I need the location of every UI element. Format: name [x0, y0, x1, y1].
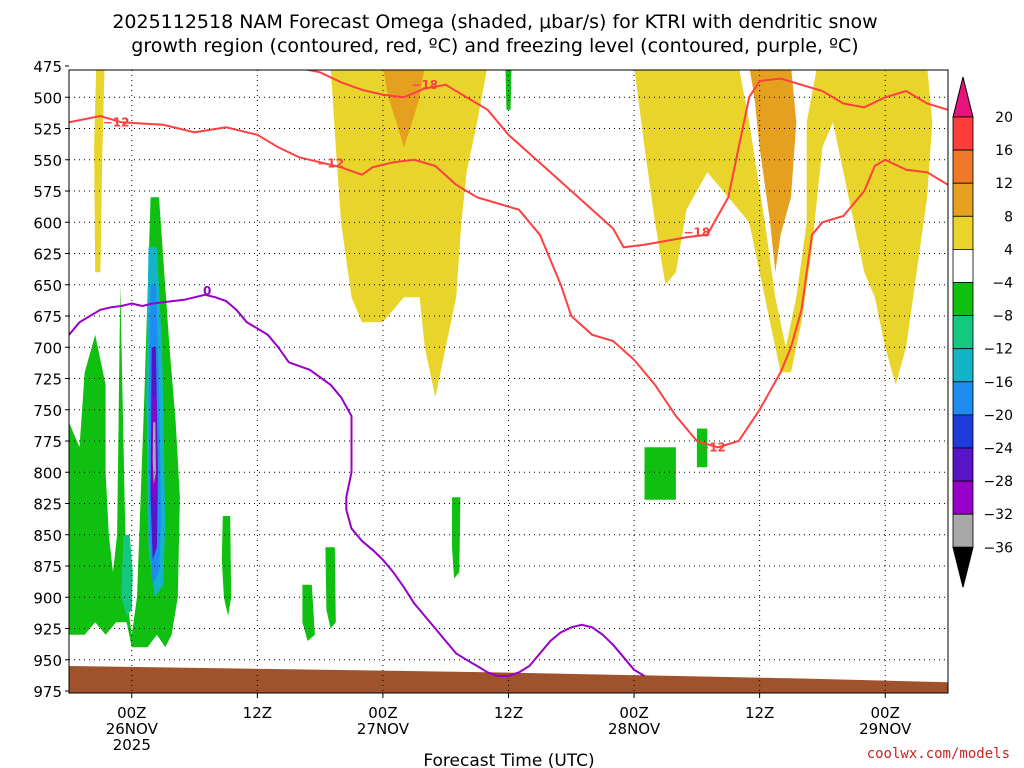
- omega-region-2: [383, 70, 425, 148]
- ytick-label-775: 775: [33, 433, 62, 451]
- y-axis: 475 500 525 550 575 600 625 650 675 700 725 750 775 8…: [33, 58, 69, 701]
- omega-region-14: [302, 584, 315, 641]
- xtick-label-6-0: 00Z: [117, 704, 146, 722]
- colorbar-label-13: −36: [983, 540, 1013, 556]
- colorbar-label-6: −8: [992, 309, 1013, 325]
- omega-region-15: [325, 547, 336, 629]
- ytick-label-625: 625: [33, 246, 62, 264]
- xtick-label-54-0: 00Z: [619, 704, 648, 722]
- ytick-label-950: 950: [33, 652, 62, 670]
- credit-link[interactable]: coolwx.com/models: [867, 746, 1010, 762]
- omega-region-0: [94, 70, 105, 273]
- ytick-label-500: 500: [33, 89, 62, 107]
- omega-region-1: [330, 70, 487, 398]
- ytick-label-550: 550: [33, 152, 62, 170]
- contour-label-extra-0: −12: [317, 157, 344, 171]
- colorbar-bottom-arrow: [952, 546, 974, 588]
- contours: −12 −18 0 −12 −18 −12: [69, 70, 948, 677]
- ground-fill: [69, 666, 948, 693]
- xtick-label-66-0: 12Z: [745, 704, 774, 722]
- omega-region-4: [634, 70, 933, 385]
- colorbar-swatch-1: [952, 149, 974, 184]
- ytick-label-700: 700: [33, 339, 62, 357]
- colorbar-label-12: −32: [983, 507, 1013, 523]
- colorbar-swatch-6: [952, 315, 974, 350]
- omega-region-17: [644, 447, 676, 500]
- omega-region-18: [696, 428, 708, 468]
- colorbar-label-9: −20: [983, 408, 1013, 424]
- xtick-label-78-0: 00Z: [871, 704, 900, 722]
- colorbar-label-4: 4: [1004, 242, 1013, 258]
- xtick-label-30-1: 27NOV: [357, 720, 410, 738]
- omega-region-12: [152, 422, 156, 485]
- omega-shading: [69, 70, 933, 648]
- omega-region-13: [221, 516, 232, 616]
- colorbar-swatch-11: [952, 480, 974, 515]
- ytick-label-675: 675: [33, 308, 62, 326]
- ground-terrain: [69, 666, 948, 693]
- xtick-label-54-1: 28NOV: [608, 720, 661, 738]
- contour-dendritic: [69, 114, 948, 449]
- ytick-label-725: 725: [33, 371, 62, 389]
- colorbar-label-7: −12: [983, 342, 1013, 358]
- colorbar: 20 16 12 8 4 −4 −8 −12 −16 −20 −24 −28 −32 −36: [952, 76, 1013, 588]
- omega-region-16: [452, 497, 461, 579]
- omega-region-5: [749, 70, 797, 273]
- colorbar-label-11: −28: [983, 474, 1013, 490]
- colorbar-top-arrow: [952, 76, 974, 118]
- ytick-label-825: 825: [33, 496, 62, 514]
- xtick-label-6-1: 26NOV: [106, 720, 159, 738]
- contour-freezing-level: [69, 293, 646, 677]
- colorbar-label-2: 12: [995, 176, 1013, 192]
- colorbar-label-8: −16: [983, 375, 1013, 391]
- contour-label-dendritic: −12: [103, 115, 130, 129]
- xtick-label-42-0: 12Z: [494, 704, 523, 722]
- chart-title-line2: growth region (contoured, red, ºC) and f…: [131, 35, 858, 57]
- colorbar-swatch-3: [952, 215, 974, 250]
- chart-title-line1: 2025112518 NAM Forecast Omega (shaded, μ…: [112, 11, 877, 33]
- ytick-label-975: 975: [33, 683, 62, 701]
- ytick-label-750: 750: [33, 402, 62, 420]
- contour-label-dendritic-upper: −18: [411, 78, 438, 92]
- contour-label-extra-2: −12: [699, 440, 726, 454]
- xtick-label-18-0: 12Z: [243, 704, 272, 722]
- colorbar-swatch-5: [952, 282, 974, 316]
- ytick-label-575: 575: [33, 183, 62, 201]
- colorbar-label-0: 20: [995, 110, 1013, 126]
- ytick-label-525: 525: [33, 121, 62, 139]
- omega-region-7: [121, 534, 133, 616]
- colorbar-swatch-0: [952, 116, 974, 151]
- colorbar-label-1: 16: [995, 143, 1013, 159]
- xtick-label-6-2: 2025: [113, 736, 151, 754]
- colorbar-swatch-2: [952, 182, 974, 217]
- ytick-label-925: 925: [33, 621, 62, 639]
- contour-label-freezing-level: 0: [203, 284, 211, 298]
- ytick-label-600: 600: [33, 214, 62, 232]
- colorbar-swatch-7: [952, 348, 974, 383]
- colorbar-label-10: −24: [983, 441, 1013, 457]
- colorbar-label-5: −4: [992, 276, 1013, 292]
- ytick-label-900: 900: [33, 589, 62, 607]
- ytick-label-875: 875: [33, 558, 62, 576]
- colorbar-swatch-10: [952, 447, 974, 482]
- colorbar-swatch-12: [952, 513, 974, 548]
- contour-dendritic-upper: [303, 70, 948, 249]
- colorbar-swatch-9: [952, 414, 974, 449]
- colorbar-swatch-8: [952, 381, 974, 416]
- colorbar-label-3: 8: [1004, 209, 1013, 225]
- ytick-label-650: 650: [33, 277, 62, 295]
- ytick-label-850: 850: [33, 527, 62, 545]
- contour-label-extra-1: −18: [683, 225, 710, 239]
- ytick-label-475: 475: [33, 58, 62, 76]
- x-axis-label: Forecast Time (UTC): [423, 751, 594, 768]
- omega-region-3: [505, 70, 512, 110]
- colorbar-swatch-4: [952, 248, 974, 283]
- ytick-label-800: 800: [33, 464, 62, 482]
- xtick-label-30-0: 00Z: [368, 704, 397, 722]
- xtick-label-78-1: 29NOV: [859, 720, 912, 738]
